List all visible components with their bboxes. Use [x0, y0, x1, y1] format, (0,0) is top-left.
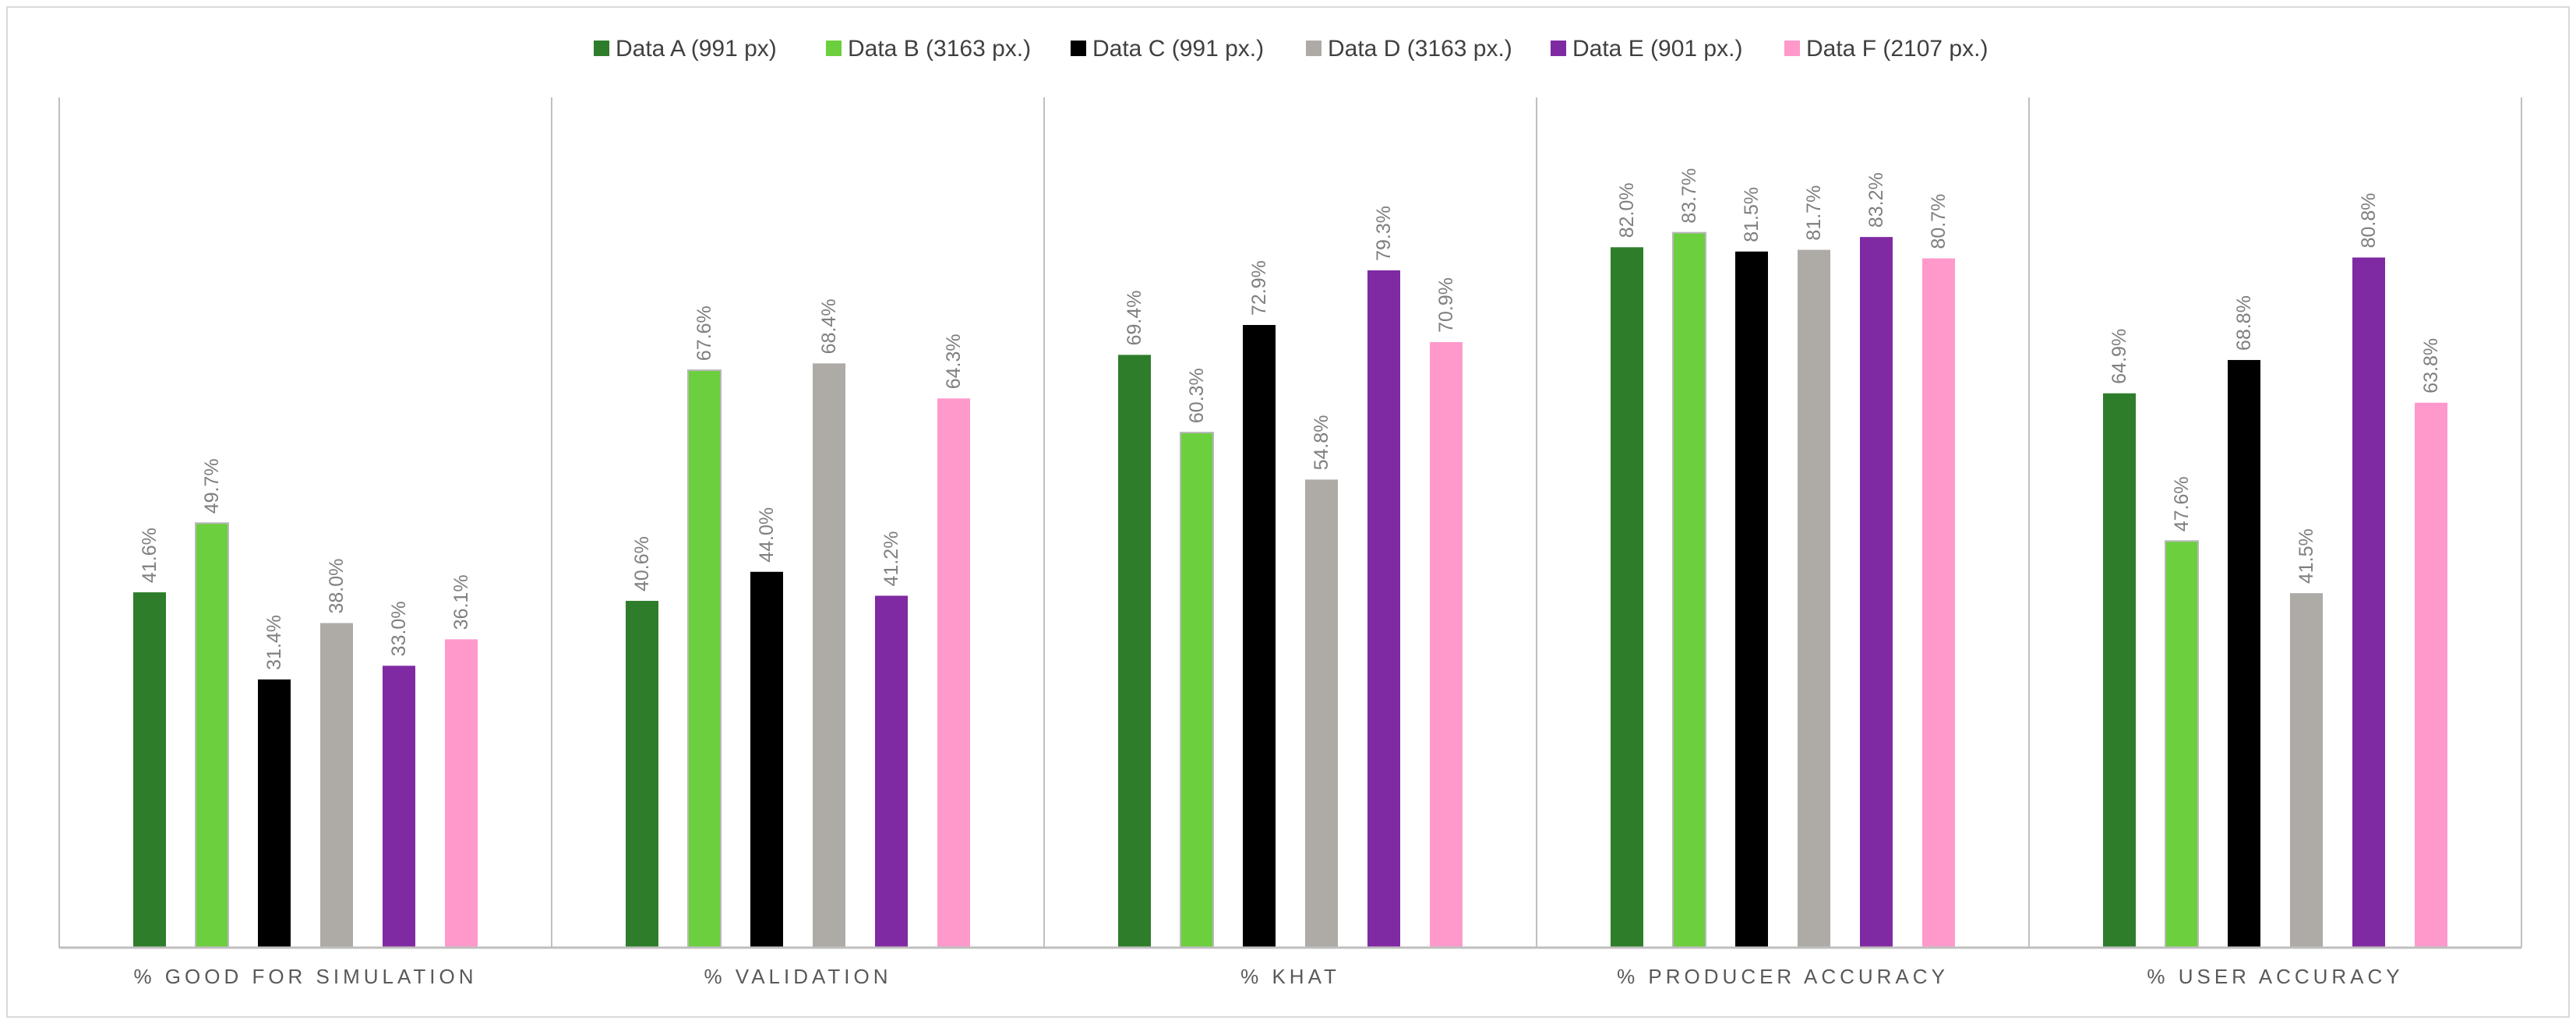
data-label-data-a-991-px-validation: 40.6%	[631, 536, 653, 591]
legend-label-data-d-3163-px: Data D (3163 px.)	[1328, 36, 1512, 62]
category-label-user-accuracy: % USER ACCURACY	[2147, 965, 2403, 988]
bar-data-a-991-px-producer-accuracy	[1611, 247, 1643, 948]
data-label-data-f-2107-px-khat: 70.9%	[1435, 277, 1457, 333]
data-label-data-c-991-px-producer-accuracy: 81.5%	[1741, 187, 1763, 242]
data-label-data-f-2107-px-validation: 64.3%	[943, 334, 965, 389]
bar-data-f-2107-px-khat	[1430, 341, 1463, 948]
data-label-data-d-3163-px-validation: 68.4%	[818, 298, 840, 354]
bar-data-d-3163-px-user-accuracy	[2290, 593, 2323, 948]
data-label-data-c-991-px-khat: 72.9%	[1248, 260, 1270, 316]
bar-data-e-901-px-good-for-simulation	[383, 666, 415, 948]
data-label-data-d-3163-px-khat: 54.8%	[1311, 415, 1332, 471]
bar-data-c-991-px-producer-accuracy	[1735, 251, 1768, 948]
bar-data-e-901-px-khat	[1367, 270, 1400, 948]
legend-swatch-data-d-3163-px	[1306, 41, 1322, 56]
x-axis: % GOOD FOR SIMULATION % VALIDATION % KHAT%…	[59, 946, 2521, 988]
bar-data-a-991-px-validation	[626, 601, 658, 948]
legend-swatch-data-b-3163-px	[826, 41, 842, 56]
bar-data-b-3163-px-validation	[687, 369, 722, 948]
chart-frame	[6, 6, 2570, 1018]
data-label-data-b-3163-px-validation: 67.6%	[693, 305, 715, 361]
data-label-data-a-991-px-good-for-simulation: 41.6%	[139, 528, 161, 583]
category-label-validation: % VALIDATION	[704, 965, 891, 988]
legend-label-data-a-991-px: Data A (991 px)	[616, 36, 777, 62]
bar-data-a-991-px-good-for-simulation	[133, 592, 166, 948]
legend: Data A (991 px) Data B (3163 px.) Data C (…	[594, 36, 1988, 62]
bar-data-c-991-px-khat	[1243, 325, 1276, 948]
data-label-data-e-901-px-user-accuracy: 80.8%	[2358, 193, 2380, 249]
data-label-data-b-3163-px-good-for-simulation: 49.7%	[201, 458, 223, 514]
data-label-data-c-991-px-good-for-simulation: 31.4%	[263, 615, 285, 670]
data-label-data-a-991-px-user-accuracy: 64.9%	[2108, 329, 2130, 384]
legend-label-data-f-2107-px: Data F (2107 px.)	[1806, 36, 1988, 62]
bar-data-d-3163-px-khat	[1305, 479, 1338, 948]
bar-data-f-2107-px-user-accuracy	[2415, 402, 2447, 948]
data-label-data-d-3163-px-user-accuracy: 41.5%	[2295, 528, 2317, 584]
data-label-data-d-3163-px-producer-accuracy: 81.7%	[1803, 185, 1825, 241]
bar-data-e-901-px-user-accuracy	[2352, 257, 2385, 948]
legend-swatch-data-c-991-px	[1071, 41, 1086, 56]
data-label-data-a-991-px-producer-accuracy: 82.0%	[1616, 182, 1638, 238]
bar-data-d-3163-px-validation	[813, 363, 845, 948]
data-label-data-d-3163-px-good-for-simulation: 38.0%	[326, 559, 348, 614]
legend-swatch-data-e-901-px	[1551, 41, 1566, 56]
legend-label-data-b-3163-px: Data B (3163 px.)	[848, 36, 1031, 62]
bar-data-b-3163-px-producer-accuracy	[1672, 231, 1706, 948]
data-label-data-b-3163-px-user-accuracy: 47.6%	[2171, 476, 2193, 531]
bar-data-b-3163-px-khat	[1180, 432, 1214, 948]
legend-swatch-data-a-991-px	[594, 41, 609, 56]
category-label-khat: % KHAT	[1240, 965, 1340, 988]
data-label-data-f-2107-px-producer-accuracy: 80.7%	[1928, 194, 1950, 249]
bar-data-d-3163-px-producer-accuracy	[1798, 249, 1830, 948]
data-label-data-a-991-px-khat: 69.4%	[1124, 290, 1145, 345]
bar-data-e-901-px-validation	[875, 595, 908, 948]
bar-data-f-2107-px-good-for-simulation	[445, 639, 478, 948]
data-label-data-e-901-px-producer-accuracy: 83.2%	[1865, 172, 1887, 228]
data-label-data-e-901-px-good-for-simulation: 33.0%	[388, 601, 410, 656]
bar-data-a-991-px-khat	[1118, 355, 1151, 948]
bar-data-c-991-px-validation	[750, 571, 783, 948]
bar-data-f-2107-px-validation	[937, 398, 970, 948]
category-label-producer-accuracy: % PRODUCER ACCURACY	[1617, 965, 1949, 988]
bar-data-a-991-px-user-accuracy	[2103, 393, 2136, 948]
data-labels: 41.6% 49.7% 31.4% 38.0% 33.0% 36.1% 40.6% 67.6%…	[139, 168, 2442, 670]
data-label-data-b-3163-px-khat: 60.3%	[1186, 368, 1208, 423]
bar-data-f-2107-px-producer-accuracy	[1922, 258, 1955, 948]
bar-data-c-991-px-user-accuracy	[2228, 359, 2260, 948]
bar-data-b-3163-px-good-for-simulation	[195, 522, 229, 948]
data-label-data-f-2107-px-user-accuracy: 63.8%	[2420, 338, 2442, 394]
data-label-data-c-991-px-validation: 44.0%	[756, 507, 778, 563]
bar-data-c-991-px-good-for-simulation	[258, 679, 291, 948]
legend-label-data-e-901-px: Data E (901 px.)	[1572, 36, 1742, 62]
bars	[133, 231, 2447, 948]
data-label-data-c-991-px-user-accuracy: 68.8%	[2233, 295, 2255, 351]
legend-swatch-data-f-2107-px	[1784, 41, 1800, 56]
data-label-data-b-3163-px-producer-accuracy: 83.7%	[1678, 168, 1700, 224]
bar-data-d-3163-px-good-for-simulation	[320, 623, 353, 948]
data-label-data-e-901-px-khat: 79.3%	[1373, 206, 1395, 261]
bar-data-b-3163-px-user-accuracy	[2165, 540, 2199, 948]
data-label-data-e-901-px-validation: 41.2%	[880, 531, 902, 587]
legend-label-data-c-991-px: Data C (991 px.)	[1092, 36, 1264, 62]
bar-data-e-901-px-producer-accuracy	[1860, 237, 1893, 948]
category-dividers	[58, 97, 2522, 948]
category-label-good-for-simulation: % GOOD FOR SIMULATION	[133, 965, 477, 988]
data-label-data-f-2107-px-good-for-simulation: 36.1%	[450, 574, 472, 630]
